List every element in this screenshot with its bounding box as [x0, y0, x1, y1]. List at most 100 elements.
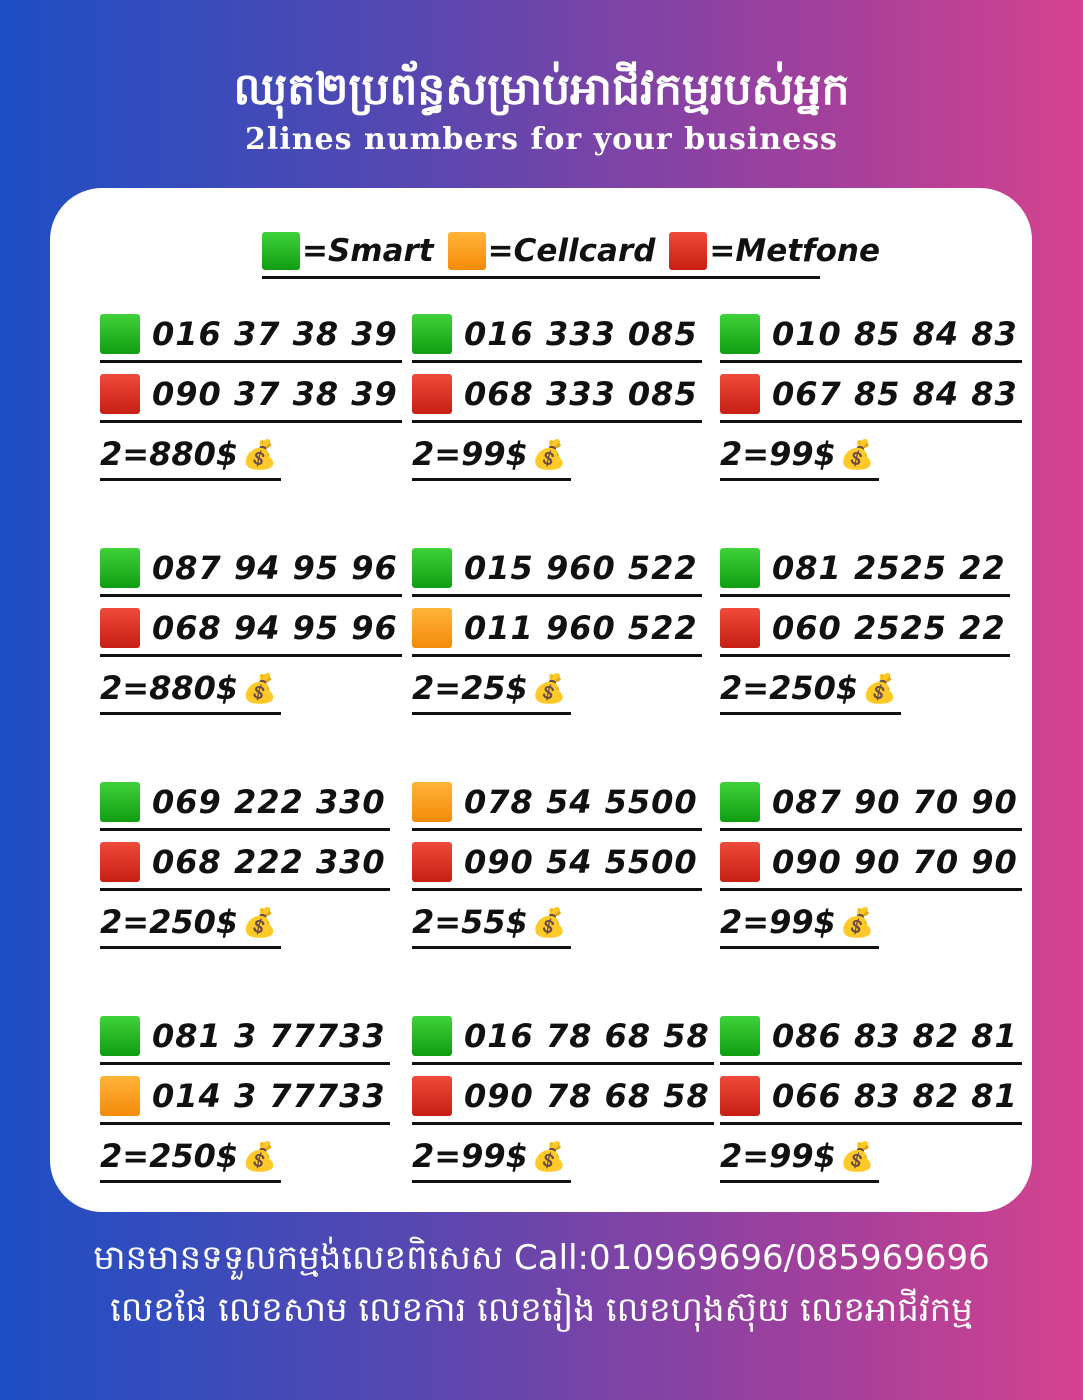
phone-line: 081 2525 22: [720, 544, 1010, 597]
price: 2=880$ 💰: [100, 430, 282, 481]
phone-line: 060 2525 22: [720, 604, 1010, 657]
operator-swatch: [412, 548, 452, 588]
money-bag-icon: 💰: [531, 905, 567, 939]
price: 2=250$ 💰: [100, 898, 282, 949]
phone-number: 081 2525 22: [772, 549, 1006, 587]
phone-number: 090 78 68 58: [464, 1077, 710, 1115]
phone-line: 087 94 95 96: [100, 544, 402, 597]
phone-line: 014 3 77733: [100, 1072, 390, 1125]
price-text: 2=25$: [412, 669, 528, 707]
phone-line: 090 78 68 58: [412, 1072, 714, 1125]
phone-line: 087 90 70 90: [720, 778, 1022, 831]
phone-number: 068 333 085: [464, 375, 698, 413]
legend-cellcard: =Cellcard: [487, 233, 656, 269]
operator-swatch: [100, 548, 140, 588]
footer-line-1: មានមានទទួលកម្មង់លេខពិសេស Call:010969696/…: [93, 1238, 990, 1278]
number-set: 086 83 82 81 066 83 82 81 2=99$ 💰: [720, 1012, 1022, 1183]
phone-line: 066 83 82 81: [720, 1072, 1022, 1125]
operator-swatch: [720, 782, 760, 822]
operator-swatch: [412, 842, 452, 882]
price-text: 2=880$: [100, 435, 239, 473]
operator-swatch: [412, 1076, 452, 1116]
operator-swatch: [412, 1016, 452, 1056]
phone-line: 069 222 330: [100, 778, 390, 831]
money-bag-icon: 💰: [242, 905, 278, 939]
phone-line: 090 37 38 39: [100, 370, 402, 423]
operator-swatch: [412, 374, 452, 414]
number-set: 087 94 95 96 068 94 95 96 2=880$ 💰: [100, 544, 402, 715]
number-set: 016 37 38 39 090 37 38 39 2=880$ 💰: [100, 310, 402, 481]
footer-line-2: លេខផែ លេខសាម លេខការ លេខរៀង លេខហុងស៊ុយ លេ…: [110, 1290, 973, 1330]
phone-number: 078 54 5500: [464, 783, 698, 821]
phone-number: 068 222 330: [152, 843, 386, 881]
operator-swatch: [100, 842, 140, 882]
legend-metfone: =Metfone: [709, 233, 880, 269]
operator-swatch: [720, 374, 760, 414]
money-bag-icon: 💰: [862, 671, 898, 705]
number-set: 015 960 522 011 960 522 2=25$ 💰: [412, 544, 702, 715]
phone-line: 068 94 95 96: [100, 604, 402, 657]
price-text: 2=55$: [412, 903, 528, 941]
price-text: 2=99$: [720, 435, 836, 473]
operator-swatch: [412, 608, 452, 648]
operator-swatch: [720, 548, 760, 588]
phone-number: 060 2525 22: [772, 609, 1006, 647]
price-text: 2=99$: [412, 1137, 528, 1175]
phone-number: 069 222 330: [152, 783, 386, 821]
metfone-color-swatch: [669, 232, 708, 270]
phone-line: 016 333 085: [412, 310, 702, 363]
phone-line: 011 960 522: [412, 604, 702, 657]
phone-number: 081 3 77733: [152, 1017, 386, 1055]
phone-number: 090 90 70 90: [772, 843, 1018, 881]
cellcard-color-swatch: [447, 232, 486, 270]
khmer-title: ឈុត២ប្រព័ន្ធសម្រាប់អាជីវកម្មរបស់អ្នក: [233, 64, 850, 115]
number-set: 081 3 77733 014 3 77733 2=250$ 💰: [100, 1012, 390, 1183]
money-bag-icon: 💰: [242, 437, 278, 471]
operator-swatch: [720, 842, 760, 882]
operator-swatch: [100, 314, 140, 354]
number-set: 016 78 68 58 090 78 68 58 2=99$ 💰: [412, 1012, 714, 1183]
price: 2=25$ 💰: [412, 664, 571, 715]
operator-swatch: [412, 314, 452, 354]
phone-line: 010 85 84 83: [720, 310, 1022, 363]
numbers-card: [50, 188, 1032, 1212]
price: 2=99$ 💰: [412, 1132, 571, 1183]
phone-line: 016 78 68 58: [412, 1012, 714, 1065]
price-text: 2=250$: [100, 903, 239, 941]
number-set: 078 54 5500 090 54 5500 2=55$ 💰: [412, 778, 702, 949]
phone-line: 015 960 522: [412, 544, 702, 597]
phone-line: 016 37 38 39: [100, 310, 402, 363]
operator-swatch: [720, 314, 760, 354]
phone-number: 067 85 84 83: [772, 375, 1018, 413]
number-set: 069 222 330 068 222 330 2=250$ 💰: [100, 778, 390, 949]
smart-color-swatch: [262, 232, 300, 270]
subtitle: 2lines numbers for your business: [245, 122, 838, 157]
phone-line: 081 3 77733: [100, 1012, 390, 1065]
phone-number: 015 960 522: [464, 549, 698, 587]
phone-line: 090 90 70 90: [720, 838, 1022, 891]
price: 2=55$ 💰: [412, 898, 571, 949]
operator-swatch: [720, 1076, 760, 1116]
phone-number: 068 94 95 96: [152, 609, 398, 647]
number-set: 081 2525 22 060 2525 22 2=250$ 💰: [720, 544, 1010, 715]
money-bag-icon: 💰: [531, 437, 567, 471]
operator-swatch: [100, 782, 140, 822]
phone-number: 016 37 38 39: [152, 315, 398, 353]
operator-swatch: [100, 1076, 140, 1116]
price: 2=99$ 💰: [412, 430, 571, 481]
price: 2=880$ 💰: [100, 664, 282, 715]
phone-number: 016 78 68 58: [464, 1017, 710, 1055]
operator-swatch: [412, 782, 452, 822]
legend-smart: =Smart: [302, 233, 434, 269]
price: 2=250$ 💰: [100, 1132, 282, 1183]
phone-number: 014 3 77733: [152, 1077, 386, 1115]
phone-number: 086 83 82 81: [772, 1017, 1018, 1055]
money-bag-icon: 💰: [242, 1139, 278, 1173]
phone-line: 078 54 5500: [412, 778, 702, 831]
money-bag-icon: 💰: [531, 1139, 567, 1173]
price-text: 2=250$: [100, 1137, 239, 1175]
price-text: 2=250$: [720, 669, 859, 707]
phone-line: 067 85 84 83: [720, 370, 1022, 423]
number-set: 010 85 84 83 067 85 84 83 2=99$ 💰: [720, 310, 1022, 481]
money-bag-icon: 💰: [839, 905, 875, 939]
